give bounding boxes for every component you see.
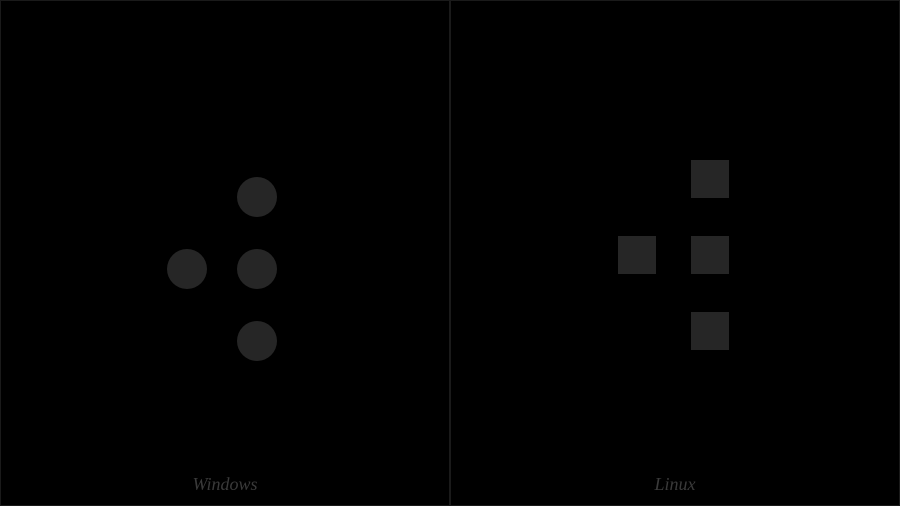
glyph-mark (691, 160, 729, 198)
glyph-mark (237, 321, 277, 361)
panel-linux: Linux (450, 0, 900, 506)
glyph-area-windows (1, 1, 449, 505)
glyph-mark (167, 249, 207, 289)
os-label-windows: Windows (192, 474, 257, 495)
glyph-mark (691, 312, 729, 350)
os-label-linux: Linux (654, 474, 695, 495)
glyph-mark (237, 177, 277, 217)
panel-windows: Windows (0, 0, 450, 506)
glyph-mark (618, 236, 656, 274)
glyph-mark (691, 236, 729, 274)
glyph-mark (237, 249, 277, 289)
glyph-area-linux (451, 1, 899, 505)
